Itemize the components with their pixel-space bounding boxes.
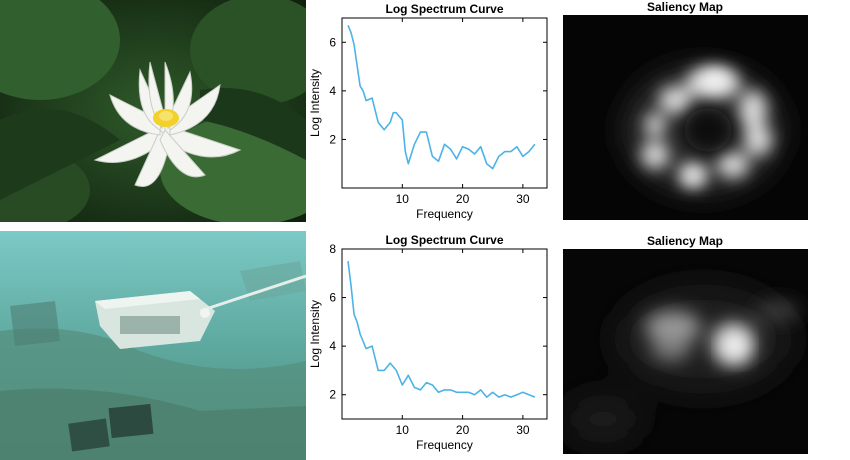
bottom-chart-ytick-label: 8 bbox=[329, 242, 336, 256]
water-lily-photo bbox=[0, 0, 306, 222]
top-chart-xtick-label: 20 bbox=[456, 192, 470, 206]
log-spectrum-chart-bottom: Log Spectrum Curve 10 20 30 2 4 6 8 Frequency Log… bbox=[308, 233, 548, 452]
bottom-chart-axes-frame bbox=[341, 248, 548, 420]
top-chart-axes-frame bbox=[341, 17, 548, 189]
saliency-map-bottom bbox=[563, 249, 808, 454]
saliency-map-title-top: Saliency Map bbox=[646, 0, 724, 14]
bottom-chart-xlabel: Frequency bbox=[416, 438, 473, 452]
saliency-map-title-bottom: Saliency Map bbox=[646, 234, 724, 248]
bottom-chart-xtick-label: 10 bbox=[396, 423, 410, 437]
top-chart-ytick-label: 2 bbox=[329, 132, 336, 146]
underwater-rov-photo bbox=[0, 231, 306, 460]
bottom-chart-ytick-label: 6 bbox=[329, 291, 336, 305]
bottom-chart-title: Log Spectrum Curve bbox=[385, 233, 503, 247]
top-chart-title: Log Spectrum Curve bbox=[385, 2, 503, 16]
top-chart-ytick-label: 6 bbox=[329, 35, 336, 49]
top-chart-xlabel: Frequency bbox=[416, 207, 473, 221]
bottom-chart-xtick-label: 30 bbox=[516, 423, 530, 437]
bottom-chart-ytick-label: 2 bbox=[329, 388, 336, 402]
bottom-chart-series-line bbox=[347, 261, 536, 398]
top-chart-series-line bbox=[347, 24, 536, 170]
top-chart-xtick-label: 30 bbox=[516, 192, 530, 206]
top-chart-ylabel: Log Intensity bbox=[308, 69, 322, 137]
top-chart-xtick-label: 10 bbox=[396, 192, 410, 206]
top-chart-ytick-label: 4 bbox=[329, 84, 336, 98]
saliency-map-top bbox=[563, 15, 808, 220]
bottom-chart-ytick-label: 4 bbox=[329, 339, 336, 353]
bottom-chart-ylabel: Log Intensity bbox=[308, 300, 322, 368]
bottom-chart-xtick-label: 20 bbox=[456, 423, 470, 437]
log-spectrum-chart-top: Log Spectrum Curve 10 20 30 2 4 6 Frequency Log … bbox=[308, 2, 548, 221]
